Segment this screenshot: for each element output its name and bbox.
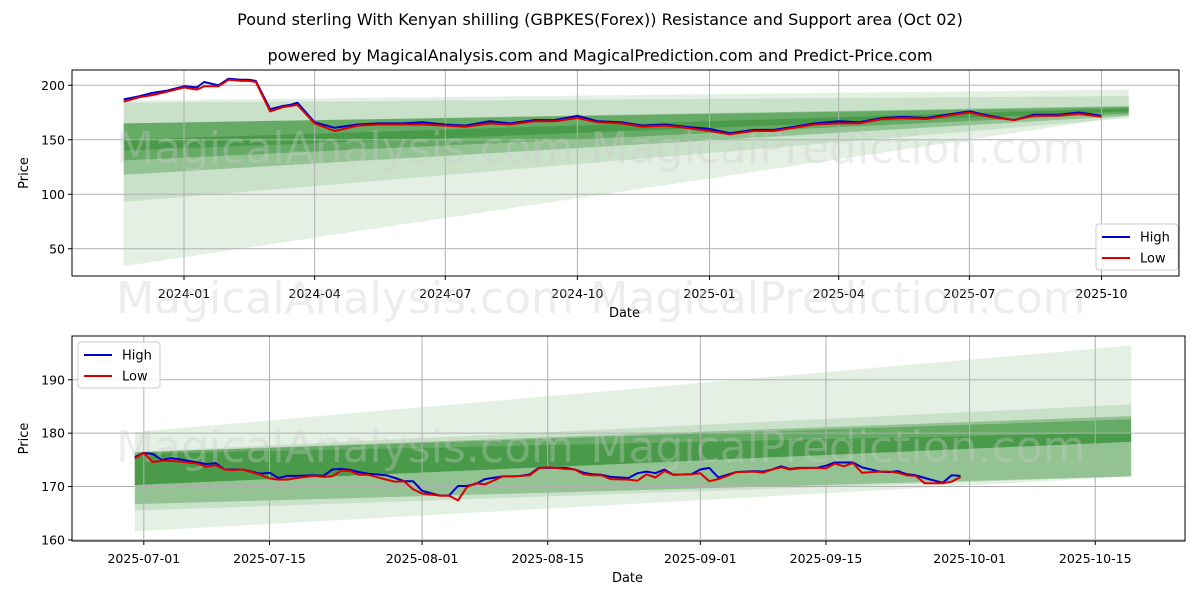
y-tick-label: 160 (41, 532, 65, 547)
x-tick-label: 2024-01 (158, 286, 210, 301)
plot-frame (71, 335, 1186, 542)
legend-label-low: Low (1140, 252, 1166, 267)
watermark: MagicalPrediction.com (591, 123, 1086, 174)
x-tick-label: 2025-10-01 (933, 551, 1006, 566)
series-line-low (123, 78, 1102, 136)
watermark: MagicalPrediction.com (591, 273, 1086, 324)
y-tick-label: 50 (49, 241, 65, 256)
x-tick-label: 2025-07 (943, 286, 995, 301)
legend: High Low (77, 341, 161, 389)
y-tick-label: 170 (41, 479, 65, 494)
x-tick-label: 2024-04 (289, 286, 341, 301)
legend-label-low: Low (122, 370, 148, 385)
series-line-high (123, 77, 1102, 135)
legend: High Low (1095, 223, 1179, 271)
chart-title: Pound sterling With Kenyan shilling (GBP… (237, 10, 963, 29)
x-tick-label: 2025-07-15 (233, 551, 306, 566)
x-tick-label: 2025-08-15 (511, 551, 584, 566)
chart-recent-zoom: 2025-07-01 2025-07-15 2025-08-01 2025-08-15… (17, 335, 1186, 586)
watermark: MagicalAnalysis.com (116, 273, 574, 324)
y-axis-label: Price (17, 423, 32, 455)
chart-subtitle: powered by MagicalAnalysis.com and Magic… (267, 46, 933, 65)
series-line-low (134, 451, 962, 502)
x-tick-label: 2024-10 (551, 286, 603, 301)
band-center (134, 432, 1132, 485)
x-tick-label: 2025-09-15 (790, 551, 863, 566)
y-tick-label: 150 (41, 132, 65, 147)
watermark: MagicalAnalysis.com (116, 422, 574, 473)
x-tick-label: 2025-01 (683, 286, 735, 301)
x-tick-label: 2025-10 (1075, 286, 1127, 301)
x-axis-label: Date (612, 571, 643, 586)
y-tick-label: 100 (41, 187, 65, 202)
x-tick-label: 2025-10-15 (1059, 551, 1132, 566)
y-tick-label: 180 (41, 426, 65, 441)
x-tick-label: 2025-09-01 (664, 551, 737, 566)
chart-full-history: 2024-01 2024-04 2024-07 2024-10 2025-01 2025-… (17, 69, 1180, 324)
x-axis-label: Date (609, 306, 640, 321)
watermark: MagicalAnalysis.com (116, 123, 574, 174)
legend-label-high: High (122, 349, 152, 364)
x-tick-label: 2025-07-01 (107, 551, 180, 566)
y-tick-label: 200 (41, 78, 65, 93)
y-tick-label: 190 (41, 372, 65, 387)
plot-frame (71, 69, 1180, 277)
x-tick-label: 2025-08-01 (386, 551, 459, 566)
y-axis-label: Price (17, 157, 32, 189)
band-outer (134, 345, 1132, 532)
legend-label-high: High (1140, 231, 1170, 246)
x-tick-label: 2024-07 (419, 286, 471, 301)
x-tick-label: 2025-04 (813, 286, 865, 301)
